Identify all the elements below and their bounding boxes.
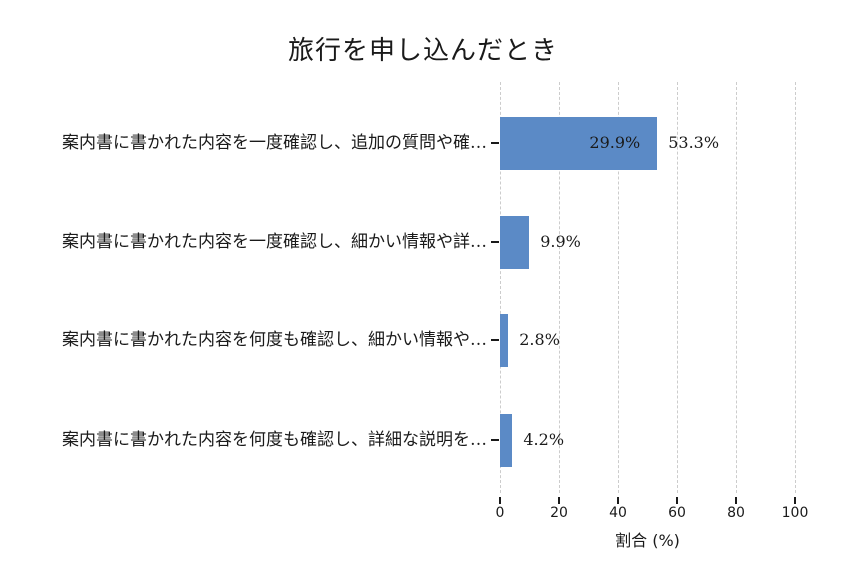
x-tick-mark: [676, 497, 678, 504]
x-tick-label: 0: [495, 505, 505, 521]
x-tick-label: 40: [609, 505, 627, 521]
y-tick-mark: [491, 142, 499, 144]
bar: [500, 116, 658, 170]
inside-bar-label: 29.9%: [589, 133, 641, 152]
gridline: [499, 82, 501, 493]
gridline: [676, 82, 678, 493]
chart-title: 旅行を申し込んだとき: [287, 36, 558, 66]
category-label: 案内書に書かれた内容を一度確認し、追加の質問や確…: [62, 133, 487, 153]
gridline: [558, 82, 560, 493]
x-tick-mark: [499, 497, 501, 504]
value-label: 53.3%: [668, 133, 720, 152]
value-label: 9.9%: [540, 232, 581, 251]
x-tick-label: 100: [781, 505, 809, 521]
bar: [500, 313, 509, 367]
x-tick-mark: [558, 497, 560, 504]
y-tick-mark: [491, 439, 499, 441]
x-tick-label: 20: [550, 505, 568, 521]
x-tick-mark: [735, 497, 737, 504]
bar: [500, 413, 513, 467]
x-tick-label: 60: [668, 505, 686, 521]
bar: [500, 215, 530, 269]
gridline: [794, 82, 796, 493]
gridline: [735, 82, 737, 493]
category-label: 案内書に書かれた内容を一度確認し、細かい情報や詳…: [62, 232, 487, 252]
gridline: [617, 82, 619, 493]
x-tick-label: 80: [727, 505, 745, 521]
x-tick-mark: [617, 497, 619, 504]
y-tick-mark: [491, 339, 499, 341]
value-label: 4.2%: [523, 430, 565, 449]
category-label: 案内書に書かれた内容を何度も確認し、詳細な説明を…: [62, 430, 487, 450]
category-label: 案内書に書かれた内容を何度も確認し、細かい情報や…: [62, 330, 487, 350]
x-tick-mark: [794, 497, 796, 504]
value-label: 2.8%: [519, 330, 560, 349]
x-axis-label: 割合 (%): [615, 531, 680, 550]
y-tick-mark: [491, 241, 499, 243]
